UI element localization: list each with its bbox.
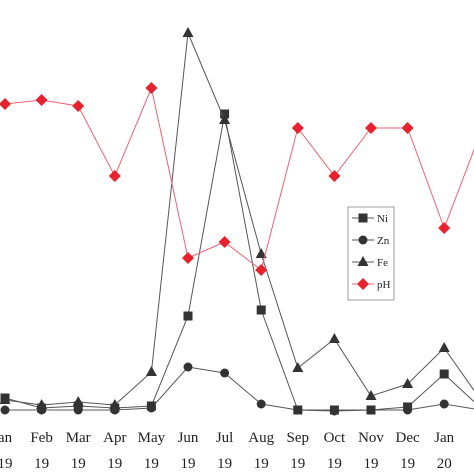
x-tick-year: 19 xyxy=(364,456,379,472)
x-tick-year: 19 xyxy=(34,456,49,472)
x-tick-label: Oct xyxy=(324,430,346,446)
marker xyxy=(358,235,368,245)
legend-label: Ni xyxy=(377,213,388,225)
x-tick-label: Sep xyxy=(287,430,310,446)
marker xyxy=(329,406,339,416)
marker xyxy=(357,278,369,290)
marker xyxy=(35,94,48,106)
marker xyxy=(401,122,414,134)
x-tick-year: 19 xyxy=(217,456,232,472)
series-line xyxy=(4,31,474,406)
x-tick-year: 19 xyxy=(144,456,159,472)
x-tick-year: 19 xyxy=(107,456,122,472)
marker xyxy=(403,405,413,415)
marker xyxy=(438,342,450,352)
marker xyxy=(72,100,85,112)
x-tick-label: Jan xyxy=(434,430,454,446)
marker xyxy=(183,311,193,321)
x-tick-label: Apr xyxy=(103,430,126,446)
x-tick-year: 19 xyxy=(290,456,305,472)
x-tick-year: 19 xyxy=(400,456,415,472)
marker xyxy=(255,264,268,276)
marker xyxy=(220,368,230,378)
series-line xyxy=(4,86,474,271)
legend-label: pH xyxy=(377,279,391,291)
marker xyxy=(402,378,414,388)
x-tick-label: Jul xyxy=(216,430,234,446)
marker xyxy=(366,405,376,415)
marker xyxy=(439,399,449,409)
marker xyxy=(0,394,11,404)
marker xyxy=(182,252,194,264)
x-tick-label: Nov xyxy=(358,430,384,446)
marker xyxy=(145,366,157,376)
legend-label: Fe xyxy=(377,257,388,269)
marker xyxy=(219,114,231,124)
marker xyxy=(291,122,304,134)
marker xyxy=(145,82,158,94)
marker xyxy=(146,403,156,413)
marker xyxy=(255,248,267,258)
x-tick-year: 19 xyxy=(0,456,13,472)
marker xyxy=(292,362,304,372)
marker xyxy=(109,399,121,409)
marker xyxy=(218,236,231,248)
marker xyxy=(108,170,121,182)
x-tick-label: Mar xyxy=(66,430,91,446)
marker xyxy=(438,222,451,234)
marker xyxy=(0,98,11,110)
x-tick-year: 20 xyxy=(437,456,452,472)
marker xyxy=(328,170,341,182)
marker xyxy=(182,27,194,37)
series-line xyxy=(4,113,474,411)
x-tick-year: 19 xyxy=(71,456,86,472)
x-tick-label: Dec xyxy=(396,430,420,446)
marker xyxy=(36,399,48,409)
marker xyxy=(256,305,266,315)
legend-label: Zn xyxy=(377,235,390,247)
marker xyxy=(439,369,449,379)
x-tick-year: 19 xyxy=(254,456,269,472)
marker xyxy=(293,405,303,415)
x-tick-label: Jun xyxy=(178,430,199,446)
x-tick-label: an xyxy=(0,430,13,446)
x-tick-label: Aug xyxy=(248,430,274,446)
x-tick-year: 19 xyxy=(327,456,342,472)
marker xyxy=(183,362,193,372)
marker xyxy=(72,396,84,406)
marker xyxy=(365,122,377,134)
x-tick-year: 19 xyxy=(181,456,196,472)
marker xyxy=(357,256,369,266)
marker xyxy=(0,405,10,415)
marker xyxy=(328,333,340,343)
marker xyxy=(358,213,368,223)
marker xyxy=(365,390,377,400)
legend: Ni Zn Fe pH xyxy=(347,206,395,301)
x-tick-label: May xyxy=(138,430,166,446)
marker xyxy=(256,399,266,409)
series-line xyxy=(5,366,474,412)
marker xyxy=(73,405,83,415)
x-tick-label: Feb xyxy=(30,430,53,446)
